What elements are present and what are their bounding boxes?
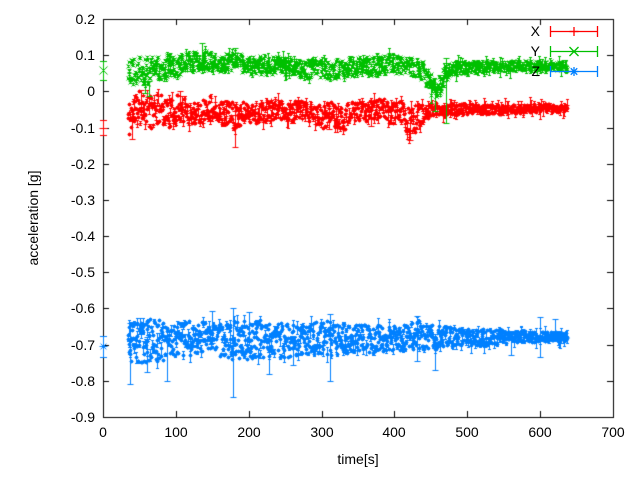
x-axis-label: time[s] xyxy=(337,451,379,467)
legend-item-y: Y xyxy=(418,41,600,61)
x-tick-label: 0 xyxy=(99,424,107,440)
y-tick-label: -0.3 xyxy=(70,192,95,208)
x-tick-label: 600 xyxy=(528,424,552,440)
x-tick-label: 200 xyxy=(237,424,261,440)
y-tick-label: -0.7 xyxy=(70,337,95,353)
legend-sample-plus-icon xyxy=(549,26,599,37)
legend-label: Z xyxy=(531,63,540,79)
legend-sample-star-icon xyxy=(549,66,599,77)
legend-sample-cross-icon xyxy=(549,46,599,57)
x-tick-label: 300 xyxy=(310,424,334,440)
legend-label: Y xyxy=(530,43,540,59)
y-tick-label: -0.6 xyxy=(70,300,95,316)
legend-label: X xyxy=(530,23,540,39)
y-tick-label: -0.4 xyxy=(70,228,95,244)
y-tick-label: 0.1 xyxy=(75,47,95,63)
x-tick-label: 100 xyxy=(164,424,188,440)
x-tick-label: 400 xyxy=(382,424,406,440)
y-tick-label: -0.1 xyxy=(70,120,95,136)
legend-item-z: Z xyxy=(418,61,600,81)
x-tick-label: 700 xyxy=(601,424,625,440)
y-tick-label: -0.8 xyxy=(70,373,95,389)
legend-item-x: X xyxy=(418,21,600,41)
x-tick-label: 500 xyxy=(455,424,479,440)
y-axis-label: acceleration [g] xyxy=(25,170,41,266)
y-tick-label: -0.2 xyxy=(70,156,95,172)
y-tick-label: -0.5 xyxy=(70,264,95,280)
y-tick-label: -0.9 xyxy=(70,409,95,425)
y-tick-label: 0 xyxy=(87,83,95,99)
y-tick-label: 0.2 xyxy=(75,11,95,27)
